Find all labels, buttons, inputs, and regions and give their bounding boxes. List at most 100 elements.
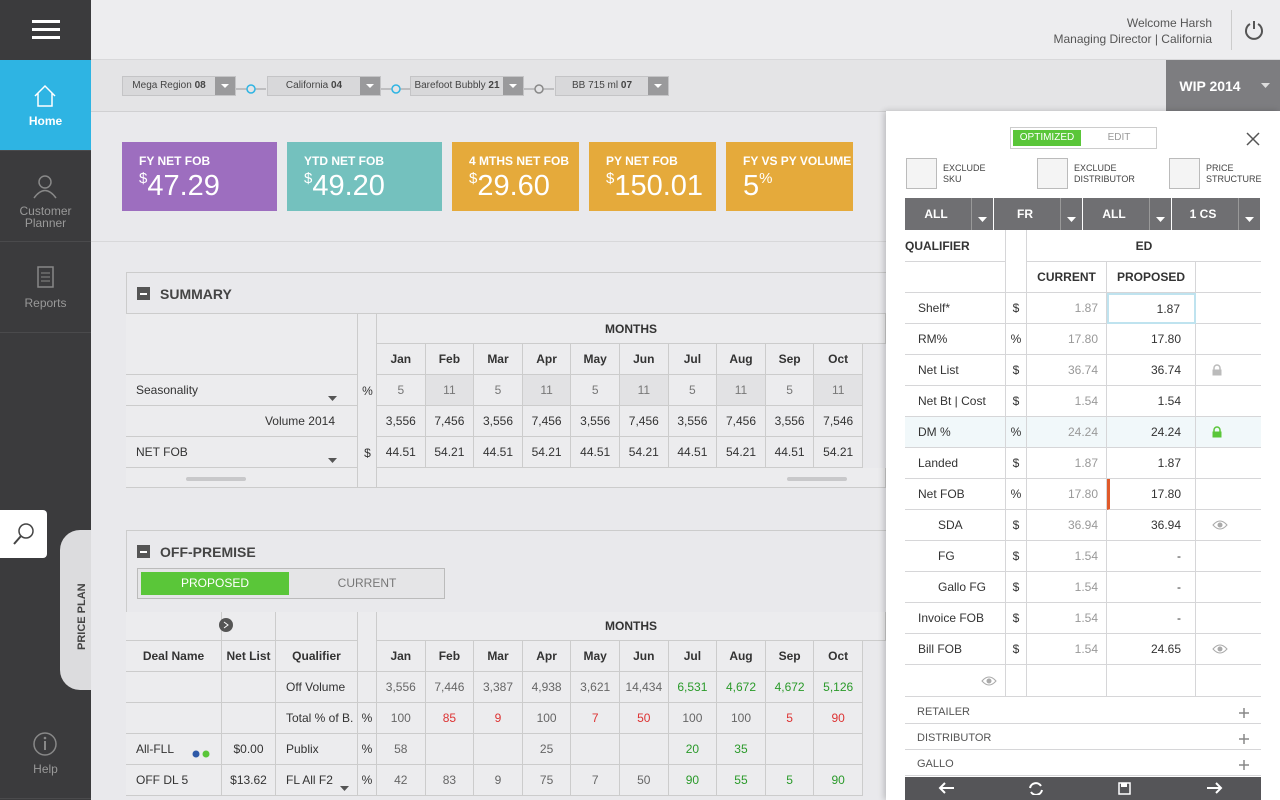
toggle-optimized[interactable]: OPTIMIZED: [1013, 130, 1081, 146]
power-button[interactable]: [1244, 20, 1264, 40]
kpi-number: 49.20: [312, 170, 385, 202]
action-button[interactable]: EXCLUDE SKU: [906, 158, 1016, 190]
accordion[interactable]: RETAILER: [905, 698, 1261, 724]
value-cell: 25: [522, 734, 572, 765]
kpi-number: 47.29: [147, 170, 220, 202]
value-cell: 5: [765, 703, 815, 734]
value-cell: 7,456: [620, 406, 669, 437]
value-cell: 54.21: [717, 437, 766, 468]
proposed-value[interactable]: 1.87: [1107, 293, 1196, 324]
nav-item[interactable]: Home: [0, 60, 91, 151]
value-cell: 42: [377, 765, 426, 796]
icon: [1067, 212, 1076, 226]
toggle-current[interactable]: CURRENT: [337, 576, 397, 590]
row-icon: [1196, 355, 1261, 386]
nav-item[interactable]: Reports: [0, 242, 91, 333]
kpi-card: 4 MTHS NET FOB $29.60: [452, 142, 579, 211]
icon: [978, 212, 987, 226]
filter-name: Mega Region: [132, 80, 192, 91]
blank: [1006, 665, 1027, 697]
filter-select[interactable]: California 04: [267, 76, 381, 96]
unit: $: [1006, 293, 1027, 324]
action-icon: [1169, 158, 1200, 189]
dropdown[interactable]: ALL: [1083, 198, 1171, 230]
month-header: Aug: [717, 344, 766, 375]
value-cell: 75: [522, 765, 572, 796]
price-plan-tab[interactable]: PRICE PLAN: [60, 530, 91, 690]
months-header: MONTHS: [377, 612, 886, 641]
toolbar: [905, 777, 1261, 800]
row-label: RM%: [905, 324, 1006, 355]
filter-text: Barefoot Bubbly 21: [411, 80, 503, 91]
filter-name: Barefoot Bubbly: [414, 80, 486, 91]
action-button[interactable]: EXCLUDE DISTRIBUTOR: [1037, 158, 1147, 190]
collapse-button[interactable]: [137, 545, 150, 558]
icon: [1239, 757, 1249, 775]
nav-item[interactable]: Customer Planner: [0, 151, 91, 242]
user-role: Managing Director | California: [1053, 32, 1212, 46]
current-value: 17.80: [1027, 324, 1107, 355]
search-button[interactable]: [0, 510, 47, 558]
dropdown[interactable]: FR: [994, 198, 1082, 230]
unit: %: [1006, 324, 1027, 355]
menu-button[interactable]: [0, 0, 91, 60]
kpi-number: 29.60: [477, 170, 550, 202]
plan-select[interactable]: WIP 2014: [1166, 60, 1280, 111]
row-icon: [1196, 603, 1261, 634]
value-cell: 50: [620, 765, 669, 796]
icon: [648, 77, 668, 98]
dropdown[interactable]: ALL: [905, 198, 993, 230]
toggle-proposed[interactable]: PROPOSED: [141, 572, 289, 595]
row-icon: [1196, 448, 1261, 479]
toolbar-button[interactable]: [1116, 782, 1134, 800]
filter-select[interactable]: BB 715 ml 07: [555, 76, 669, 96]
toolbar-button[interactable]: [1205, 782, 1223, 800]
row-label: Landed: [905, 448, 1006, 479]
unit: $: [1006, 386, 1027, 417]
filter-select[interactable]: Mega Region 08: [122, 76, 236, 96]
dropdown[interactable]: 1 CS: [1172, 198, 1260, 230]
mode-toggle: OPTIMIZED EDIT: [1010, 127, 1157, 149]
icon: [192, 745, 212, 763]
action-button[interactable]: PRICE STRUCTURE: [1169, 158, 1279, 190]
kpi-prefix: $: [469, 170, 478, 187]
value-cell: 3,556: [377, 406, 426, 437]
accordion[interactable]: DISTRIBUTOR: [905, 724, 1261, 750]
toolbar-button[interactable]: [1027, 782, 1045, 800]
toolbar-button[interactable]: [938, 782, 956, 800]
icon: [31, 730, 59, 763]
value-cell: 5: [765, 765, 815, 796]
unit: %: [1006, 417, 1027, 448]
current-value: 1.54: [1027, 634, 1107, 665]
month-header: Jul: [668, 641, 718, 672]
net-list: [222, 672, 276, 703]
value-cell: 11: [522, 375, 572, 406]
month-header: Aug: [717, 641, 766, 672]
column-header: Qualifier: [276, 641, 358, 672]
icon: [1239, 731, 1249, 749]
month-header: Jun: [620, 344, 669, 375]
icon[interactable]: [1246, 132, 1260, 151]
blank: [358, 314, 377, 488]
value-cell: 3,556: [668, 406, 718, 437]
filter-select[interactable]: Barefoot Bubbly 21: [410, 76, 524, 96]
icon: [31, 173, 59, 206]
toggle-edit[interactable]: EDIT: [1107, 132, 1131, 143]
current-value: 1.54: [1027, 603, 1107, 634]
kpi-number: 150.01: [614, 170, 704, 202]
value-cell: 11: [620, 375, 669, 406]
view-toggle: PROPOSED CURRENT: [137, 568, 445, 599]
collapse-button[interactable]: [137, 287, 150, 300]
value-cell: 5: [377, 375, 426, 406]
value-cell: 11: [425, 375, 475, 406]
current-value: 1.87: [1027, 293, 1107, 324]
qualifier: Total % of B.: [276, 703, 358, 734]
proposed-value: -: [1107, 603, 1196, 634]
filter-text: California 04: [268, 80, 360, 91]
nav-item[interactable]: Help: [0, 708, 91, 799]
filter-code: 08: [194, 80, 206, 91]
scroll-area: [377, 468, 886, 488]
accordion[interactable]: GALLO: [905, 750, 1261, 776]
value-cell: 7,446: [425, 672, 475, 703]
